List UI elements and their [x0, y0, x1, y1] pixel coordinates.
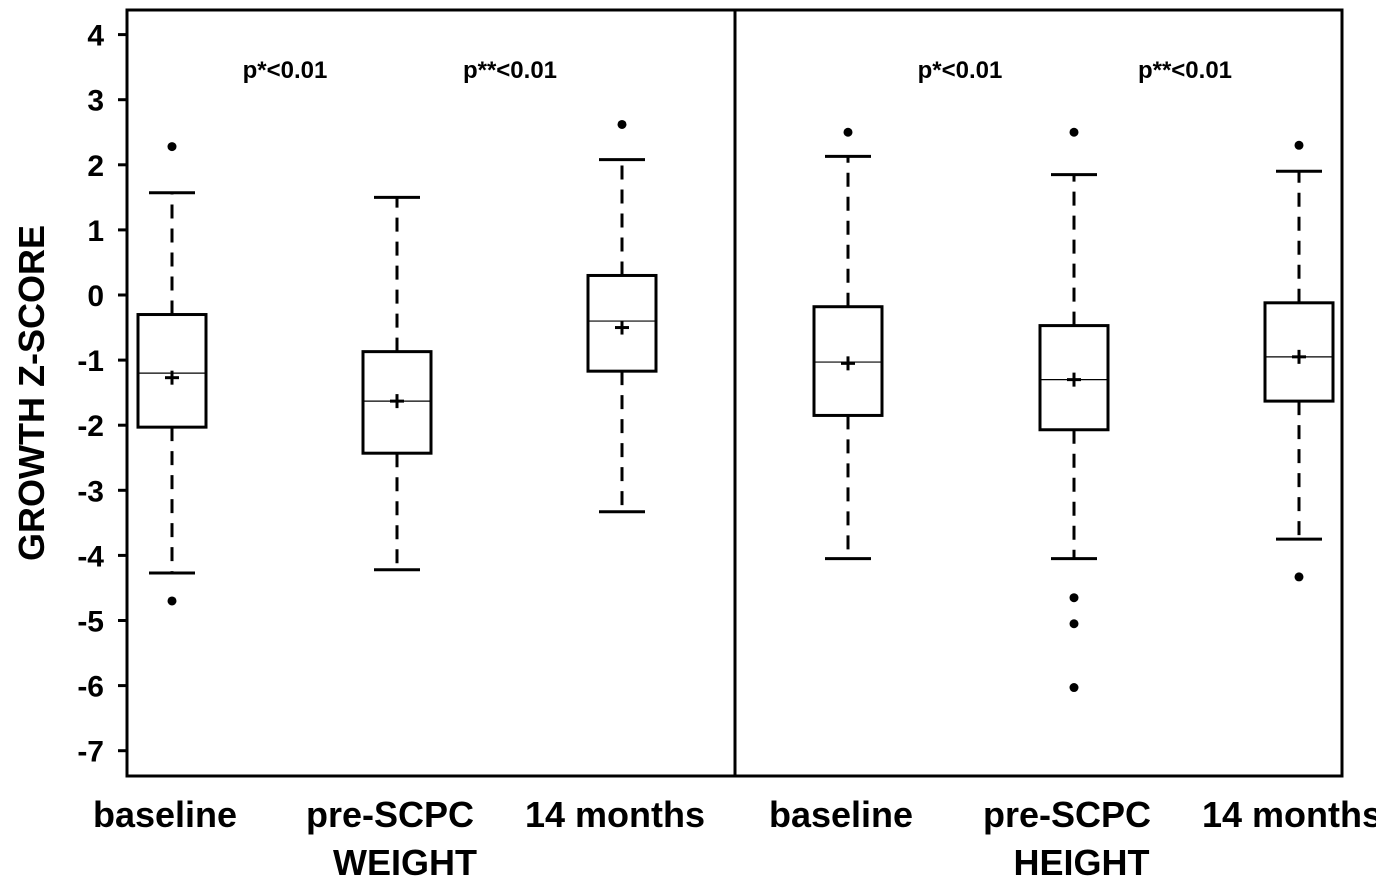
y-tick-label: 0 — [87, 280, 104, 313]
outlier-point — [843, 127, 853, 137]
y-tick-label: -5 — [77, 606, 104, 639]
significance-annotation: p*<0.01 — [243, 57, 328, 84]
y-tick-label: -2 — [77, 410, 104, 443]
y-tick-label: 4 — [87, 20, 104, 53]
outlier-point — [1294, 572, 1304, 582]
outlier-point — [1069, 593, 1079, 603]
category-label: 14 months — [1202, 794, 1376, 835]
outlier-point — [1069, 683, 1079, 693]
y-tick-label: -1 — [77, 345, 104, 378]
box-14-months — [586, 119, 658, 514]
category-label: pre-SCPC — [306, 794, 474, 835]
category-label: baseline — [93, 794, 237, 835]
y-axis-label: GROWTH Z-SCORE — [11, 225, 52, 561]
significance-annotation: p*<0.01 — [918, 57, 1003, 84]
box-baseline — [812, 127, 884, 561]
y-axis: 4 3 2 1 0 -1 -2 -3 -4 -5 -6 -7 — [77, 20, 127, 769]
outlier-point — [167, 142, 177, 152]
plot-frame — [125, 8, 1344, 778]
y-tick-label: 3 — [87, 85, 104, 118]
box-baseline — [136, 142, 208, 606]
y-tick-label: -7 — [77, 736, 104, 769]
y-tick-label: -3 — [77, 475, 104, 508]
category-label: pre-SCPC — [983, 794, 1151, 835]
panel-height — [812, 127, 1335, 693]
panel-label: HEIGHT — [1013, 842, 1149, 882]
outlier-point — [1294, 140, 1304, 150]
significance-annotation: p**<0.01 — [1138, 57, 1232, 84]
panel-weight — [136, 119, 658, 606]
category-label: baseline — [769, 794, 913, 835]
y-tick-label: -4 — [77, 540, 104, 573]
y-tick-label: 2 — [87, 150, 104, 183]
category-labels: baseline pre-SCPC 14 months p*<0.01 p**<0.01… — [93, 57, 1376, 883]
outlier-point — [1069, 127, 1079, 137]
panel-label: WEIGHT — [333, 842, 477, 882]
iqr-box — [812, 305, 884, 417]
outlier-point — [1069, 619, 1079, 629]
box-series — [136, 119, 1335, 693]
significance-annotation: p**<0.01 — [463, 57, 557, 84]
outlier-point — [167, 596, 177, 606]
box-14-months — [1263, 140, 1335, 582]
y-tick-label: -6 — [77, 671, 104, 704]
box-pre-scpc — [361, 195, 433, 572]
y-tick-label: 1 — [87, 215, 104, 248]
category-label: 14 months — [525, 794, 705, 835]
outlier-point — [617, 119, 627, 129]
box-pre-scpc — [1038, 127, 1110, 693]
